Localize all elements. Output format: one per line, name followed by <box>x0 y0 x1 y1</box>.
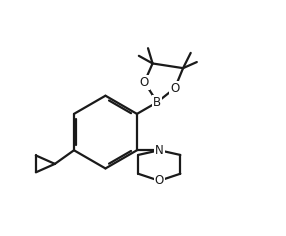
Text: O: O <box>140 76 149 89</box>
Text: O: O <box>170 82 180 95</box>
Text: B: B <box>153 96 161 109</box>
Text: O: O <box>155 174 164 187</box>
Text: N: N <box>155 144 164 157</box>
